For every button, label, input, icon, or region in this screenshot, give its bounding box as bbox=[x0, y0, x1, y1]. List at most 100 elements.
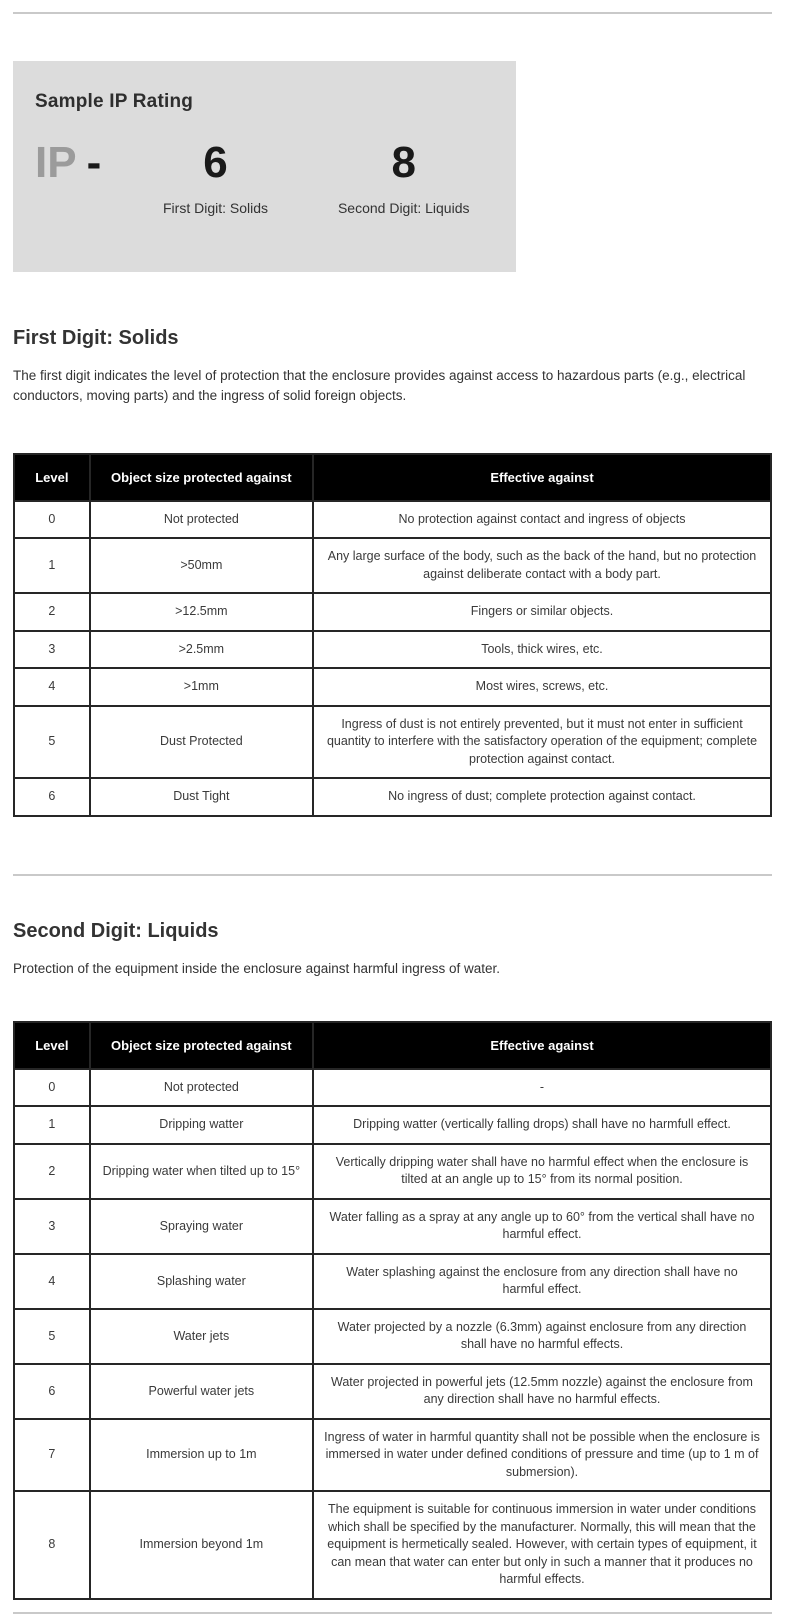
level-cell: 6 bbox=[13, 1362, 91, 1420]
table-row: 1 >50mm Any large surface of the body, suc… bbox=[13, 537, 772, 594]
effective-cell: Water projected by a nozzle (6.3mm) agai… bbox=[312, 1307, 772, 1365]
table-row: 3 Spraying water Water falling as a spray … bbox=[13, 1197, 772, 1255]
effective-cell: The equipment is suitable for continuous… bbox=[312, 1490, 772, 1600]
sample-rating-row: IP - 6 First Digit: Solids 8 Second Digit… bbox=[35, 138, 494, 217]
object-size-cell: >1mm bbox=[88, 667, 315, 707]
table-row: 3 >2.5mm Tools, thick wires, etc. bbox=[13, 629, 772, 669]
effective-cell: No protection against contact and ingres… bbox=[312, 499, 772, 539]
object-size-cell: Not protected bbox=[88, 499, 315, 539]
table-row: 4 >1mm Most wires, screws, etc. bbox=[13, 667, 772, 707]
table-row: 5 Water jets Water projected by a nozzle (… bbox=[13, 1307, 772, 1365]
solids-section: First Digit: Solids The first digit indi… bbox=[13, 272, 772, 817]
level-cell: 2 bbox=[13, 1142, 91, 1200]
ip-dash: - bbox=[86, 138, 102, 187]
table-row: 6 Dust Tight No ingress of dust; complete … bbox=[13, 777, 772, 817]
effective-cell: Ingress of water in harmful quantity sha… bbox=[312, 1417, 772, 1493]
effective-header: Effective against bbox=[312, 452, 772, 502]
table-row: 0 Not protected No protection against cont… bbox=[13, 499, 772, 539]
object-size-cell: >50mm bbox=[88, 537, 315, 594]
table-row: 0 Not protected - bbox=[13, 1067, 772, 1108]
liquids-section-heading: Second Digit: Liquids bbox=[13, 919, 219, 942]
bottom-divider bbox=[13, 1611, 772, 1614]
effective-cell: Vertically dripping water shall have no … bbox=[312, 1142, 772, 1200]
object-size-cell: Dripping watter bbox=[88, 1105, 315, 1145]
effective-cell: Ingress of dust is not entirely prevente… bbox=[312, 704, 772, 779]
effective-cell: - bbox=[312, 1067, 772, 1108]
object-size-header: Object size protected against bbox=[88, 452, 315, 502]
effective-cell: Dripping watter (vertically falling drop… bbox=[312, 1105, 772, 1145]
object-size-cell: Splashing water bbox=[88, 1252, 315, 1310]
table-row: 4 Splashing water Water splashing against … bbox=[13, 1252, 772, 1310]
effective-header: Effective against bbox=[312, 1020, 772, 1070]
effective-cell: Tools, thick wires, etc. bbox=[312, 629, 772, 669]
solids-table-header: Level Object size protected against Effect… bbox=[13, 452, 772, 502]
object-size-cell: Dust Tight bbox=[88, 777, 315, 817]
solids-table-body: 0 Not protected No protection against cont… bbox=[13, 499, 772, 817]
level-cell: 3 bbox=[13, 629, 91, 669]
effective-cell: Water splashing against the enclosure fr… bbox=[312, 1252, 772, 1310]
object-size-cell: >2.5mm bbox=[88, 629, 315, 669]
effective-cell: Water falling as a spray at any angle up… bbox=[312, 1197, 772, 1255]
object-size-cell: Dust Protected bbox=[88, 704, 315, 779]
liquids-table-body: 0 Not protected -1 Dripping watter Dripping … bbox=[13, 1067, 772, 1600]
object-size-cell: >12.5mm bbox=[88, 592, 315, 632]
ip-prefix-group: IP - bbox=[35, 141, 133, 185]
ip-rating-document: Sample IP Rating IP - 6 First Digit: Soli… bbox=[0, 12, 786, 1624]
solids-section-heading: First Digit: Solids bbox=[13, 327, 179, 349]
table-row: 5 Dust Protected Ingress of dust is not en… bbox=[13, 704, 772, 779]
level-cell: 7 bbox=[13, 1417, 91, 1493]
level-header: Level bbox=[13, 1020, 91, 1070]
object-size-cell: Water jets bbox=[88, 1307, 315, 1365]
object-size-cell: Not protected bbox=[88, 1067, 315, 1108]
sample-ip-rating-box: Sample IP Rating IP - 6 First Digit: Soli… bbox=[13, 61, 516, 272]
object-size-header: Object size protected against bbox=[88, 1020, 315, 1070]
first-digit-label: First Digit: Solids bbox=[163, 200, 269, 216]
sample-box-title: Sample IP Rating bbox=[35, 91, 194, 112]
second-digit-label: Second Digit: Liquids bbox=[337, 200, 470, 216]
effective-cell: No ingress of dust; complete protection … bbox=[312, 777, 772, 817]
liquids-section: Second Digit: Liquids Protection of the … bbox=[13, 876, 772, 1600]
object-size-cell: Immersion up to 1m bbox=[88, 1417, 315, 1493]
table-row: 7 Immersion up to 1m Ingress of water in h… bbox=[13, 1417, 772, 1493]
level-cell: 3 bbox=[13, 1197, 91, 1255]
effective-cell: Fingers or similar objects. bbox=[312, 592, 772, 632]
second-digit-group: 8 Second Digit: Liquids bbox=[313, 138, 494, 217]
level-cell: 2 bbox=[13, 592, 91, 632]
level-cell: 1 bbox=[13, 537, 91, 594]
table-row: 2 >12.5mm Fingers or similar objects. bbox=[13, 592, 772, 632]
level-cell: 5 bbox=[13, 1307, 91, 1365]
level-cell: 5 bbox=[13, 704, 91, 779]
table-row: 1 Dripping watter Dripping watter (vertica… bbox=[13, 1105, 772, 1145]
top-divider bbox=[13, 12, 772, 14]
object-size-cell: Spraying water bbox=[88, 1197, 315, 1255]
liquids-table-header: Level Object size protected against Effect… bbox=[13, 1020, 772, 1070]
liquids-table: Level Object size protected against Effect… bbox=[13, 1020, 772, 1600]
liquids-section-description: Protection of the equipment inside the e… bbox=[13, 960, 501, 976]
table-row: 2 Dripping water when tilted up to 15° Ver… bbox=[13, 1142, 772, 1200]
ip-prefix-text: IP bbox=[35, 138, 77, 187]
level-cell: 6 bbox=[13, 777, 91, 817]
first-digit-value: 6 bbox=[203, 138, 228, 187]
table-row: 8 Immersion beyond 1m The equipment is sui… bbox=[13, 1490, 772, 1600]
object-size-cell: Dripping water when tilted up to 15° bbox=[88, 1142, 315, 1200]
level-cell: 0 bbox=[13, 1067, 91, 1108]
solids-table: Level Object size protected against Effect… bbox=[13, 452, 772, 817]
section-divider bbox=[13, 873, 772, 876]
table-header-row: Level Object size protected against Effect… bbox=[13, 1020, 772, 1070]
object-size-cell: Powerful water jets bbox=[88, 1362, 315, 1420]
first-digit-group: 6 First Digit: Solids bbox=[133, 138, 299, 217]
second-digit-value: 8 bbox=[391, 138, 416, 187]
effective-cell: Most wires, screws, etc. bbox=[312, 667, 772, 707]
level-cell: 4 bbox=[13, 1252, 91, 1310]
effective-cell: Any large surface of the body, such as t… bbox=[312, 537, 772, 594]
level-cell: 0 bbox=[13, 499, 91, 539]
table-header-row: Level Object size protected against Effect… bbox=[13, 452, 772, 502]
solids-section-description: The first digit indicates the level of p… bbox=[13, 368, 746, 404]
table-row: 6 Powerful water jets Water projected in p… bbox=[13, 1362, 772, 1420]
level-cell: 8 bbox=[13, 1490, 91, 1600]
effective-cell: Water projected in powerful jets (12.5mm… bbox=[312, 1362, 772, 1420]
level-cell: 1 bbox=[13, 1105, 91, 1145]
level-cell: 4 bbox=[13, 667, 91, 707]
object-size-cell: Immersion beyond 1m bbox=[88, 1490, 315, 1600]
level-header: Level bbox=[13, 452, 91, 502]
